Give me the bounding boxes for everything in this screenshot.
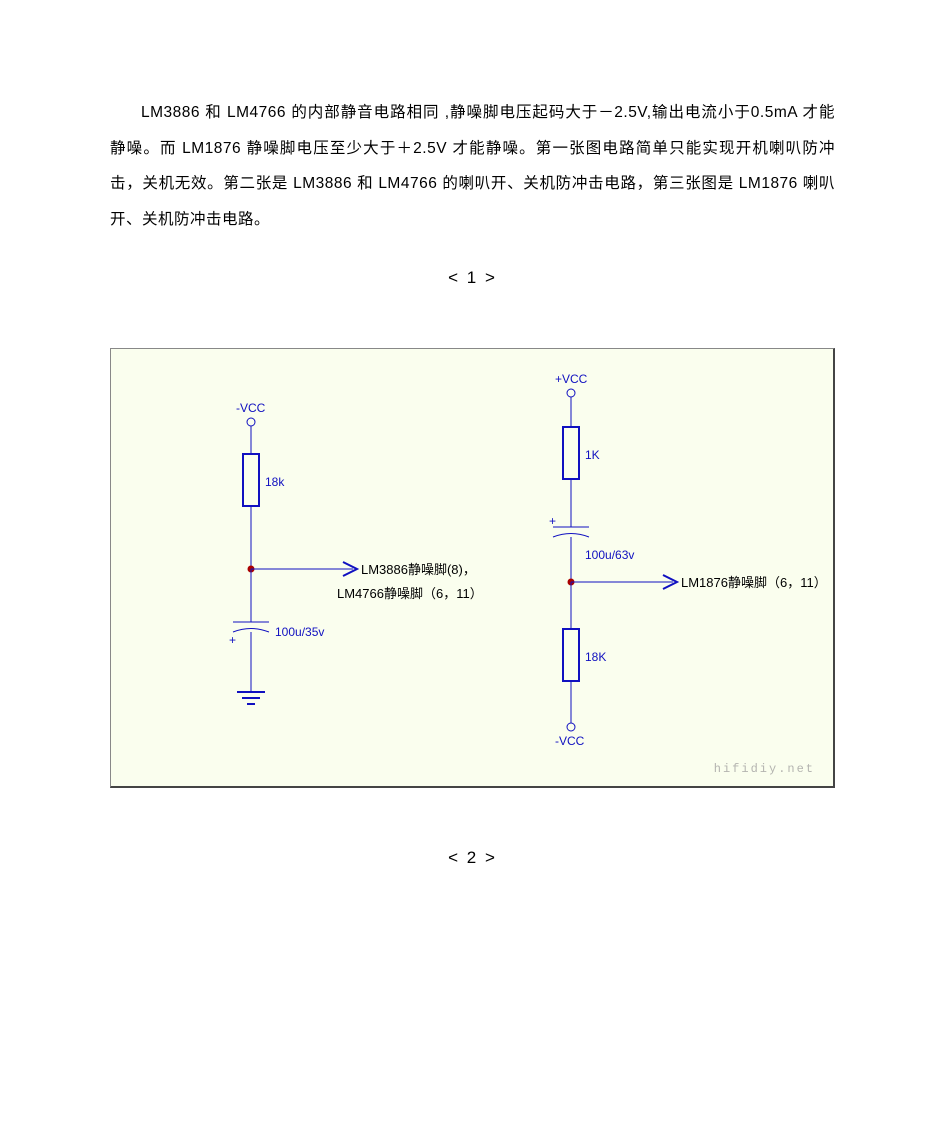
- schematic-right-lm1876: +VCC 1K + 100u/63v LM1876静噪脚（6，11） 18: [541, 367, 831, 787]
- body-paragraph: LM3886 和 LM4766 的内部静音电路相同 ,静噪脚电压起码大于－2.5…: [110, 95, 835, 238]
- resistor-r1-right: [563, 427, 579, 479]
- terminal-bottom-right: [567, 723, 575, 731]
- resistor-r1-left: [243, 454, 259, 506]
- watermark: hifidiy.net: [714, 762, 815, 776]
- label-output-right: LM1876静噪脚（6，11）: [681, 575, 827, 590]
- label-top-rail-right: +VCC: [555, 372, 588, 386]
- label-c1-left: 100u/35v: [275, 625, 324, 639]
- label-output-left-1: LM3886静噪脚(8)，: [361, 562, 476, 577]
- label-r1-left: 18k: [265, 475, 285, 489]
- cap-polarity-right: +: [549, 514, 556, 528]
- label-top-rail-left: -VCC: [236, 401, 266, 415]
- schematic-left-lm3886: -VCC 18k LM3886静噪脚(8)， LM4766静噪脚（6，11） +…: [221, 394, 481, 754]
- terminal-top-left: [247, 418, 255, 426]
- label-output-left-2: LM4766静噪脚（6，11）: [337, 586, 481, 601]
- cap-polarity-left: +: [229, 633, 236, 647]
- label-r1-right: 1K: [585, 448, 600, 462]
- resistor-r2-right: [563, 629, 579, 681]
- label-c1-right: 100u/63v: [585, 548, 634, 562]
- figure-2-caption: < 2 >: [110, 848, 835, 868]
- figure-1-caption: < 1 >: [110, 268, 835, 288]
- label-bottom-rail-right: -VCC: [555, 734, 585, 748]
- schematic-figure-1: -VCC 18k LM3886静噪脚(8)， LM4766静噪脚（6，11） +…: [110, 348, 835, 788]
- label-r2-right: 18K: [585, 650, 606, 664]
- terminal-top-right: [567, 389, 575, 397]
